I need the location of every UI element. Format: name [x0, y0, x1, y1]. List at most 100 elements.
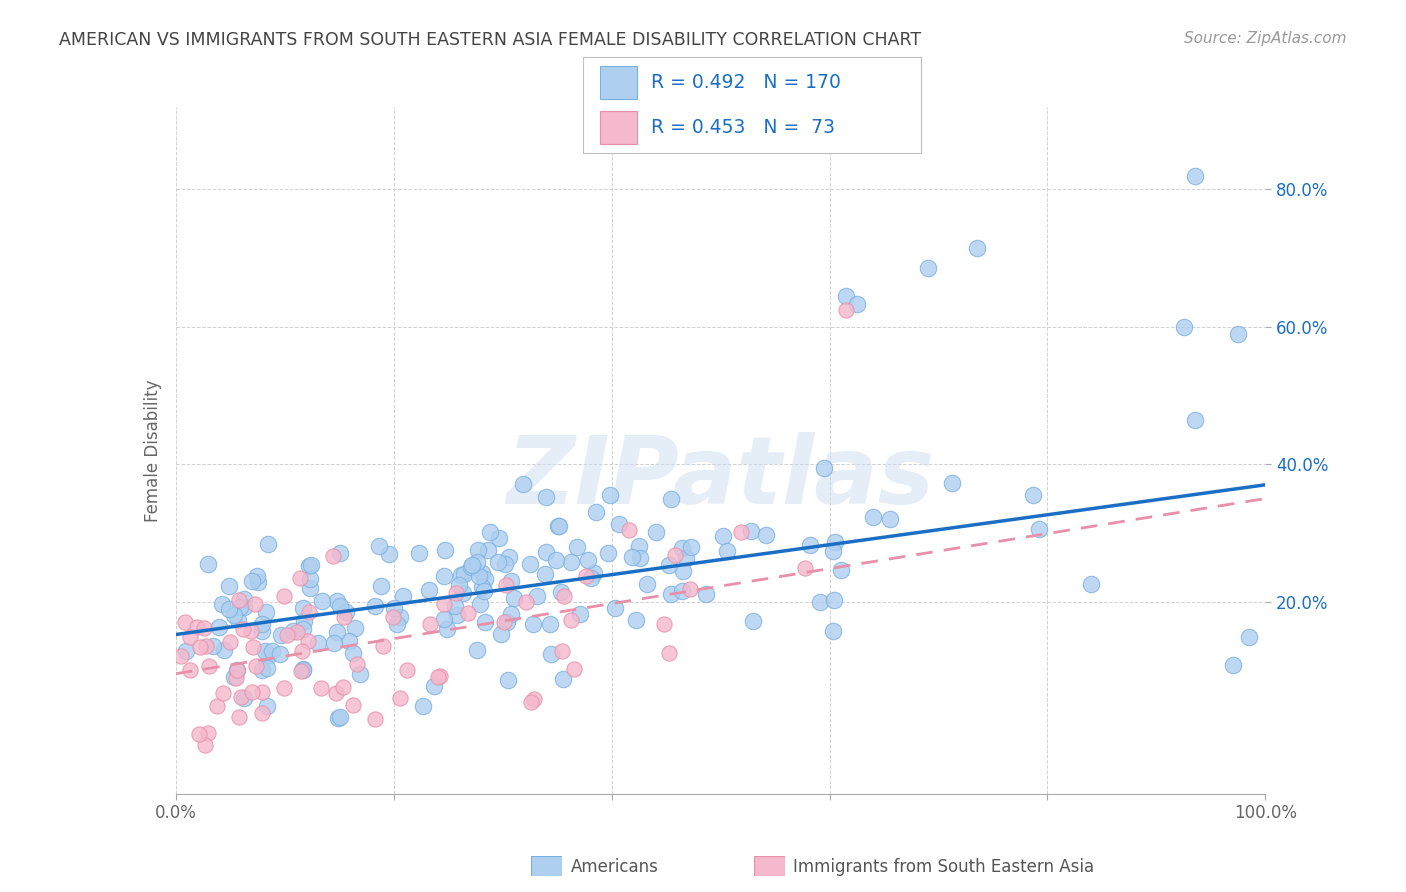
Point [522, 617, 544, 632]
Point [291, 644, 314, 658]
Point [562, 662, 585, 676]
Point [242, 640, 264, 654]
Point [225, 672, 247, 686]
Point [291, 623, 314, 637]
Point [585, 505, 607, 519]
Point [337, 633, 360, 648]
Point [457, 606, 479, 620]
Point [659, 587, 682, 601]
Point [193, 621, 215, 635]
Point [224, 670, 246, 684]
Point [329, 546, 352, 560]
Point [664, 548, 686, 562]
Bar [600, 66, 637, 98]
Point [329, 710, 352, 724]
Point [799, 538, 821, 552]
Point [496, 615, 519, 629]
Point [292, 614, 315, 628]
Point [418, 583, 440, 598]
Point [540, 647, 562, 661]
Point [256, 537, 278, 551]
Point [218, 602, 240, 616]
Point [276, 628, 298, 642]
Point [250, 685, 273, 699]
Point [326, 593, 349, 607]
Point [568, 607, 591, 622]
Point [311, 594, 333, 608]
Point [617, 523, 640, 537]
Text: R = 0.492   N = 170: R = 0.492 N = 170 [651, 72, 841, 92]
Point [335, 605, 357, 619]
Point [194, 738, 217, 752]
Point [382, 601, 405, 615]
Point [499, 574, 522, 588]
Point [628, 551, 651, 566]
Point [228, 593, 250, 607]
Point [941, 475, 963, 490]
Point [547, 518, 569, 533]
Bar [600, 111, 637, 144]
Point [551, 672, 574, 686]
Point [755, 528, 778, 542]
Point [250, 624, 273, 638]
Point [326, 711, 349, 725]
Point [299, 572, 322, 586]
Point [659, 491, 682, 506]
Point [342, 698, 364, 712]
Point [679, 582, 702, 596]
Point [474, 572, 496, 586]
Point [544, 553, 567, 567]
Point [526, 589, 548, 603]
Point [188, 727, 211, 741]
Point [553, 589, 575, 603]
Point [273, 681, 295, 695]
Point [419, 617, 441, 632]
Point [823, 544, 845, 558]
Point [465, 643, 488, 657]
Point [627, 539, 650, 553]
Point [322, 549, 344, 563]
Point [291, 663, 314, 677]
Point [433, 568, 456, 582]
Point [233, 591, 256, 606]
Point [560, 613, 582, 627]
Point [297, 605, 319, 619]
Point [465, 555, 488, 569]
Point [408, 546, 430, 560]
Text: R = 0.453   N =  73: R = 0.453 N = 73 [651, 118, 835, 136]
Point [644, 524, 666, 539]
Point [471, 580, 494, 594]
Point [226, 664, 249, 678]
Point [835, 302, 858, 317]
Point [862, 510, 884, 524]
Point [1222, 657, 1244, 672]
Point [823, 593, 845, 607]
Point [565, 541, 588, 555]
Point [548, 518, 571, 533]
Point [845, 297, 868, 311]
Point [598, 546, 620, 560]
Point [583, 566, 606, 581]
Point [620, 550, 643, 565]
Point [460, 560, 482, 574]
Point [550, 585, 572, 599]
Point [344, 621, 367, 635]
Point [254, 644, 277, 658]
Point [240, 685, 263, 699]
Point [461, 558, 484, 573]
Point [1028, 522, 1050, 536]
Point [368, 540, 391, 554]
Point [211, 597, 233, 611]
Point [1184, 169, 1206, 183]
Point [229, 690, 252, 705]
Point [474, 615, 496, 629]
Point [309, 681, 332, 696]
Point [179, 630, 201, 644]
Text: Source: ZipAtlas.com: Source: ZipAtlas.com [1184, 31, 1347, 46]
Point [740, 524, 762, 539]
Point [444, 599, 467, 613]
Point [285, 625, 308, 640]
Point [212, 685, 235, 699]
Point [226, 663, 249, 677]
Point [519, 557, 541, 571]
